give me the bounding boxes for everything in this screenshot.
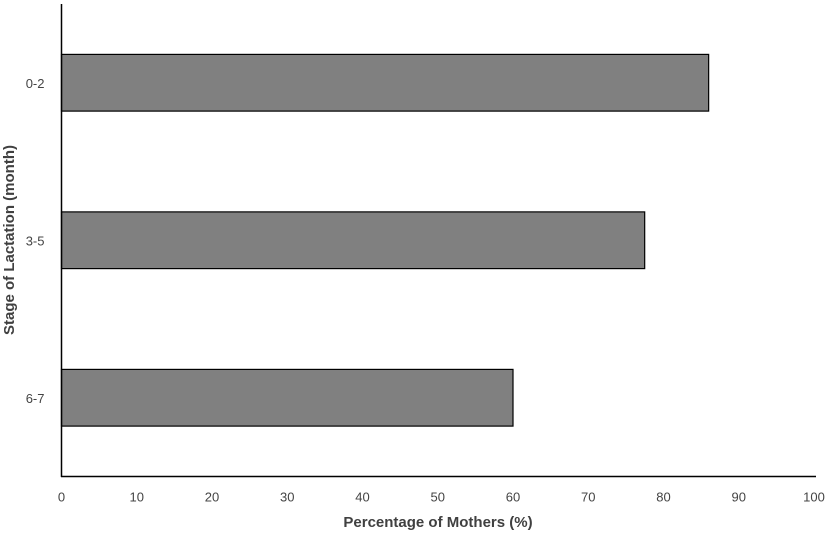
y-tick-label: 0-2 bbox=[26, 76, 45, 91]
x-tick-label: 90 bbox=[732, 490, 746, 505]
x-tick-label: 50 bbox=[431, 490, 445, 505]
x-tick-label: 80 bbox=[656, 490, 670, 505]
x-tick-label: 100 bbox=[803, 490, 825, 505]
bar-6-7 bbox=[60, 368, 514, 427]
x-tick-label: 10 bbox=[130, 490, 144, 505]
x-tick-label: 70 bbox=[581, 490, 595, 505]
y-axis-title: Stage of Lactation (month) bbox=[1, 145, 18, 335]
x-tick-label: 60 bbox=[506, 490, 520, 505]
x-tick-label: 30 bbox=[280, 490, 294, 505]
bar-0-2 bbox=[60, 53, 710, 112]
x-tick-label: 0 bbox=[58, 490, 65, 505]
x-tick-labels: 0 10 20 30 40 50 60 70 80 90 100 bbox=[58, 490, 825, 505]
x-tick-label: 20 bbox=[205, 490, 219, 505]
y-tick-label: 6-7 bbox=[26, 391, 45, 406]
bar-3-5 bbox=[60, 211, 646, 270]
y-tick-labels: 0-2 3-5 6-7 bbox=[26, 76, 45, 406]
x-tick-label: 40 bbox=[355, 490, 369, 505]
bars-group bbox=[60, 53, 710, 427]
x-axis-title: Percentage of Mothers (%) bbox=[343, 514, 532, 531]
y-tick-label: 3-5 bbox=[26, 233, 45, 248]
